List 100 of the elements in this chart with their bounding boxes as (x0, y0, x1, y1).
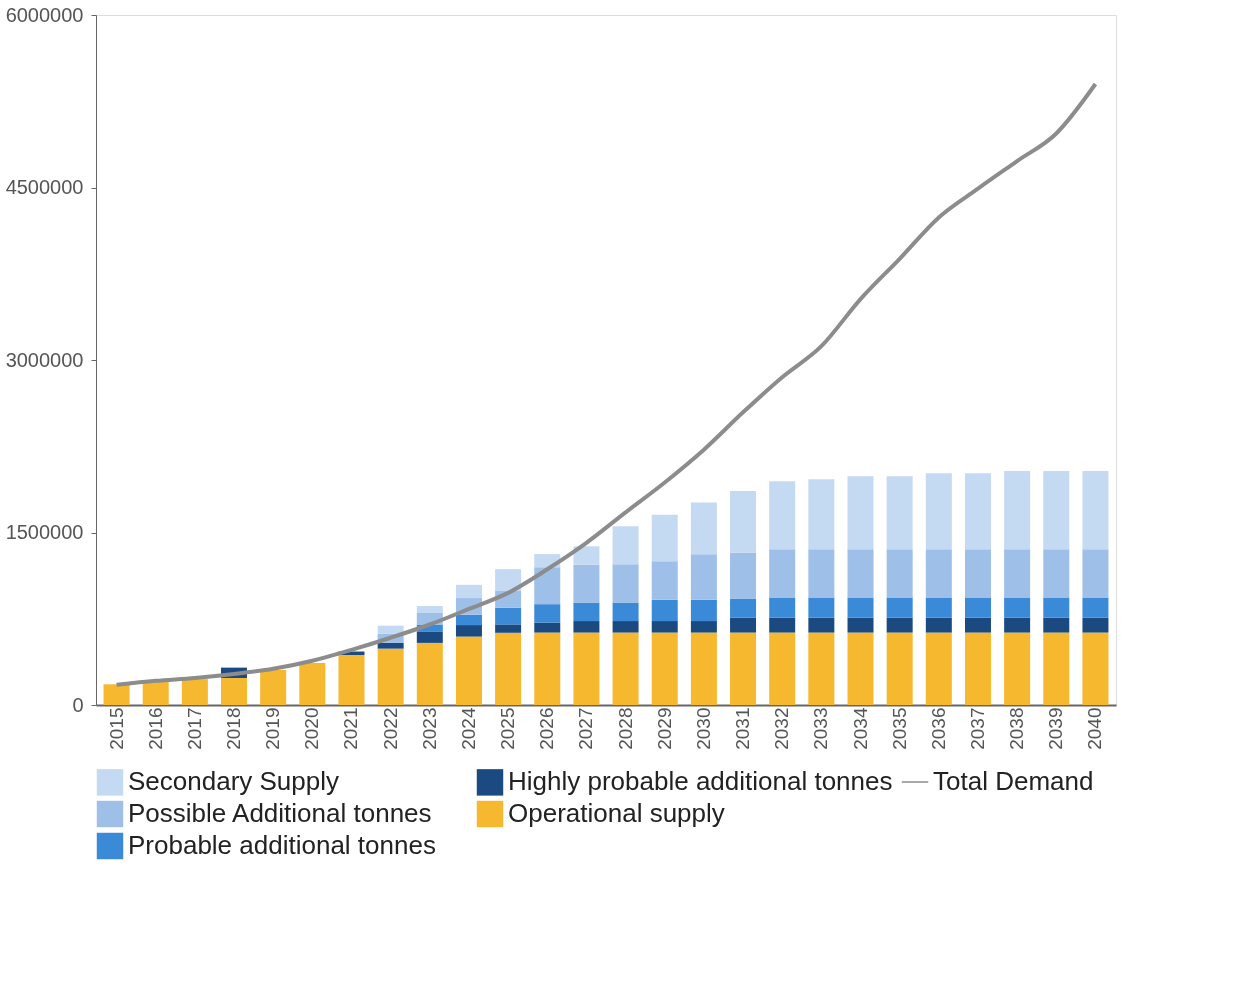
x-tick-label: 2032 (771, 707, 793, 750)
legend-label: Total Demand (933, 766, 1094, 796)
bar (1082, 597, 1109, 618)
bar (495, 632, 522, 705)
bar (651, 632, 678, 705)
x-tick-label: 2020 (301, 707, 323, 750)
x-tick-label: 2027 (575, 707, 597, 750)
bar (573, 564, 600, 603)
bar (534, 604, 561, 623)
bar (1004, 632, 1031, 705)
bar (1082, 617, 1109, 633)
bar (690, 502, 717, 555)
bar (338, 654, 365, 705)
bar (455, 636, 482, 705)
x-tick-label: 2038 (1006, 707, 1028, 750)
bar (495, 569, 522, 592)
legend-label: Operational supply (508, 798, 725, 828)
x-tick-label: 2040 (1084, 707, 1106, 750)
bar (612, 621, 639, 633)
x-tick-label: 2023 (418, 707, 440, 750)
x-tick-label: 2024 (457, 707, 479, 750)
bar (690, 621, 717, 633)
legend-label: Highly probable additional tonnes (508, 766, 893, 797)
bar (964, 632, 991, 705)
bar (573, 546, 600, 565)
bar (925, 549, 952, 598)
legend-label: Possible Additional tonnes (128, 798, 432, 828)
bar (769, 549, 796, 598)
bar (142, 682, 169, 705)
bar (886, 632, 913, 705)
bar (612, 564, 639, 603)
bar (1043, 632, 1070, 705)
bar (612, 526, 639, 565)
bar (534, 567, 561, 605)
bar (534, 622, 561, 633)
x-tick-label: 2017 (183, 707, 205, 750)
bar (1043, 470, 1070, 550)
bar (769, 481, 796, 550)
bar (964, 617, 991, 633)
y-tick-label: 0 (72, 693, 84, 716)
bar (534, 632, 561, 705)
bar (847, 632, 874, 705)
bar (103, 684, 130, 705)
bar (495, 624, 522, 633)
bar (416, 606, 443, 613)
bar (847, 617, 874, 633)
x-tick-label: 2025 (497, 707, 519, 750)
bar (886, 617, 913, 633)
x-tick-label: 2031 (732, 707, 754, 750)
bar (1043, 549, 1070, 598)
bar (651, 621, 678, 633)
bar (416, 631, 443, 643)
bar (1043, 617, 1070, 633)
bar (1004, 617, 1031, 633)
bar (651, 599, 678, 622)
bar (847, 476, 874, 550)
bar (495, 607, 522, 625)
x-tick-label: 2035 (888, 707, 910, 750)
x-tick-label: 2039 (1045, 707, 1067, 750)
x-tick-label: 2026 (536, 707, 558, 750)
bar (808, 479, 835, 550)
bar (221, 677, 248, 705)
bar (455, 614, 482, 626)
bar (730, 617, 757, 633)
x-tick-label: 2019 (262, 707, 284, 750)
bar (847, 597, 874, 618)
legend-label: Probable additional tonnes (128, 830, 436, 860)
bar (1082, 549, 1109, 598)
bar (886, 476, 913, 550)
bar (808, 597, 835, 618)
bar (964, 473, 991, 550)
bar (808, 617, 835, 633)
bar (769, 632, 796, 705)
y-tick-label: 3000000 (5, 348, 84, 371)
bar (690, 599, 717, 622)
bar (1004, 597, 1031, 618)
x-tick-label: 2022 (379, 707, 401, 750)
x-tick-label: 2015 (105, 707, 127, 750)
x-tick-label: 2033 (810, 707, 832, 750)
bar (651, 561, 678, 600)
bar (769, 597, 796, 618)
bar (260, 669, 287, 705)
x-tick-label: 2016 (144, 707, 166, 750)
bar (690, 554, 717, 600)
bar (612, 602, 639, 622)
bar (455, 584, 482, 599)
bar (886, 597, 913, 618)
bar (573, 621, 600, 633)
bar (925, 617, 952, 633)
bar (181, 679, 208, 705)
bar (299, 663, 326, 705)
bar (377, 642, 404, 649)
bar (573, 632, 600, 705)
bar (808, 549, 835, 598)
bar (1043, 597, 1070, 618)
bar (1004, 470, 1031, 550)
bar (690, 632, 717, 705)
y-tick-label: 1500000 (5, 521, 84, 543)
bar (730, 491, 757, 553)
bar (1082, 470, 1109, 550)
